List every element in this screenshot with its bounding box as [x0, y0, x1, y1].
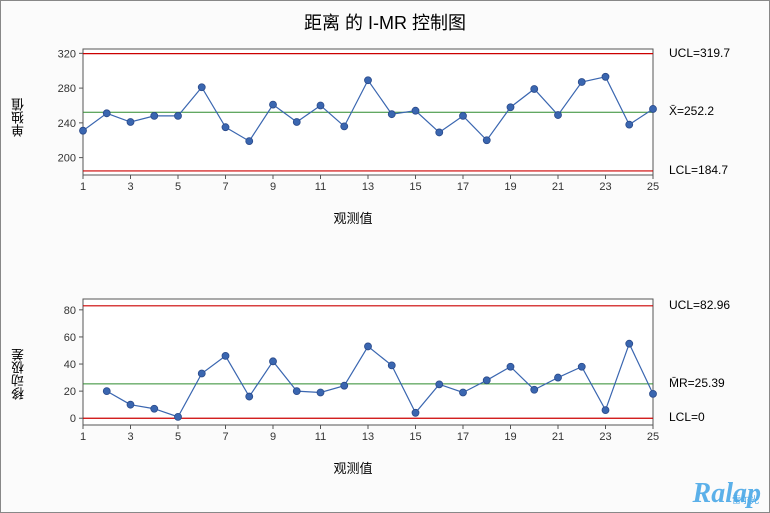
svg-text:40: 40 [64, 359, 76, 371]
ucl-label-1: UCL=319.7 [669, 46, 730, 60]
svg-text:15: 15 [409, 431, 421, 443]
moving-range-plot: 020406080135791113151719212325 [47, 293, 659, 443]
individuals-chart: 单独值 200240280320135791113151719212325 观测… [47, 43, 659, 193]
svg-text:1: 1 [80, 181, 86, 193]
center-label-1: X̄=252.2 [669, 104, 714, 118]
ucl-label-2: UCL=82.96 [669, 298, 730, 312]
svg-text:17: 17 [457, 181, 469, 193]
svg-text:15: 15 [409, 181, 421, 193]
lcl-label-1: LCL=184.7 [669, 163, 728, 177]
svg-text:3: 3 [127, 181, 133, 193]
svg-text:13: 13 [362, 181, 374, 193]
x-axis-label-1: 观测值 [333, 208, 372, 227]
center-label-2: M̄R=25.39 [669, 376, 725, 390]
svg-text:320: 320 [58, 48, 76, 60]
lcl-label-2: LCL=0 [669, 410, 705, 424]
svg-text:9: 9 [270, 181, 276, 193]
svg-text:7: 7 [222, 181, 228, 193]
svg-text:21: 21 [552, 431, 564, 443]
y-axis-label-2: 移动极差 [9, 348, 28, 400]
svg-text:11: 11 [315, 431, 326, 443]
svg-text:23: 23 [599, 181, 611, 193]
svg-text:60: 60 [64, 332, 76, 344]
svg-text:19: 19 [504, 431, 516, 443]
svg-text:25: 25 [647, 431, 659, 443]
moving-range-chart: 移动极差 020406080135791113151719212325 观测值 … [47, 293, 659, 443]
svg-text:280: 280 [58, 83, 76, 95]
svg-text:3: 3 [127, 431, 133, 443]
svg-text:9: 9 [270, 431, 276, 443]
svg-text:80: 80 [64, 305, 76, 317]
svg-text:240: 240 [58, 118, 76, 130]
chart-title: 距离 的 I-MR 控制图 [1, 1, 769, 39]
svg-text:23: 23 [599, 431, 611, 443]
svg-text:21: 21 [552, 181, 564, 193]
svg-text:1: 1 [80, 431, 86, 443]
y-axis-label-1: 单独值 [9, 98, 28, 137]
svg-text:17: 17 [457, 431, 469, 443]
svg-text:11: 11 [315, 181, 326, 193]
svg-text:5: 5 [175, 431, 181, 443]
svg-text:200: 200 [58, 153, 76, 165]
watermark-sub: 雷尔光 [732, 493, 759, 506]
chart-frame: 距离 的 I-MR 控制图 单独值 2002402803201357911131… [0, 0, 770, 513]
svg-text:5: 5 [175, 181, 181, 193]
svg-text:0: 0 [70, 413, 76, 425]
svg-text:13: 13 [362, 431, 374, 443]
svg-text:19: 19 [504, 181, 516, 193]
svg-text:20: 20 [64, 386, 76, 398]
individuals-plot: 200240280320135791113151719212325 [47, 43, 659, 193]
svg-text:25: 25 [647, 181, 659, 193]
svg-text:7: 7 [222, 431, 228, 443]
x-axis-label-2: 观测值 [333, 458, 372, 477]
